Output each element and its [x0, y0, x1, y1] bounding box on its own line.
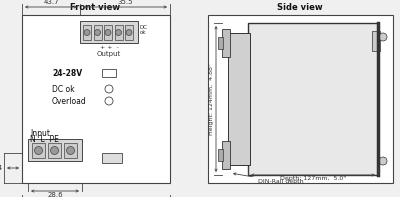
Text: Depth: 127mm,  5.0": Depth: 127mm, 5.0": [280, 176, 346, 181]
Circle shape: [94, 30, 100, 35]
Circle shape: [34, 147, 42, 154]
Bar: [372, 31, 380, 51]
Text: + +  -: + + -: [100, 45, 118, 50]
Circle shape: [379, 157, 387, 165]
Text: Output: Output: [97, 51, 121, 57]
Bar: [208, 15, 393, 183]
Circle shape: [105, 30, 111, 35]
Text: 28.6: 28.6: [47, 192, 63, 197]
Bar: [83, 25, 91, 40]
Text: Overload: Overload: [52, 97, 87, 106]
Bar: [94, 25, 102, 40]
Bar: [64, 143, 77, 158]
Text: Input: Input: [30, 129, 50, 138]
Text: 24-28V: 24-28V: [52, 69, 82, 77]
Bar: [248, 23, 378, 175]
Circle shape: [66, 147, 74, 154]
Bar: [228, 33, 250, 165]
Text: Height: 124mm,  4.88": Height: 124mm, 4.88": [209, 63, 214, 135]
Bar: [222, 141, 230, 169]
Bar: [48, 143, 61, 158]
Circle shape: [84, 30, 90, 35]
Bar: [102, 153, 122, 163]
Bar: [104, 25, 112, 40]
Bar: [28, 139, 82, 161]
Bar: [114, 25, 122, 40]
Text: DC
ok: DC ok: [140, 25, 148, 35]
Circle shape: [105, 97, 113, 105]
Text: 43.7: 43.7: [43, 0, 59, 5]
Text: DIN-Rail depth: DIN-Rail depth: [234, 173, 304, 184]
Bar: [218, 37, 223, 49]
Circle shape: [126, 30, 132, 35]
Circle shape: [105, 85, 113, 93]
Circle shape: [116, 30, 122, 35]
Text: N  L  PE: N L PE: [30, 135, 59, 144]
Bar: [32, 143, 45, 158]
Circle shape: [379, 33, 387, 41]
Text: Side view: Side view: [277, 3, 323, 12]
Bar: [102, 69, 116, 77]
Bar: [22, 15, 170, 183]
Bar: [125, 25, 133, 40]
Bar: [222, 29, 230, 57]
Bar: [218, 149, 223, 161]
Circle shape: [50, 147, 58, 154]
Bar: [80, 21, 138, 43]
Text: 3.4: 3.4: [0, 165, 3, 171]
Text: Front view: Front view: [70, 3, 120, 12]
Text: DC ok: DC ok: [52, 85, 75, 94]
Text: 35.5: 35.5: [117, 0, 133, 5]
